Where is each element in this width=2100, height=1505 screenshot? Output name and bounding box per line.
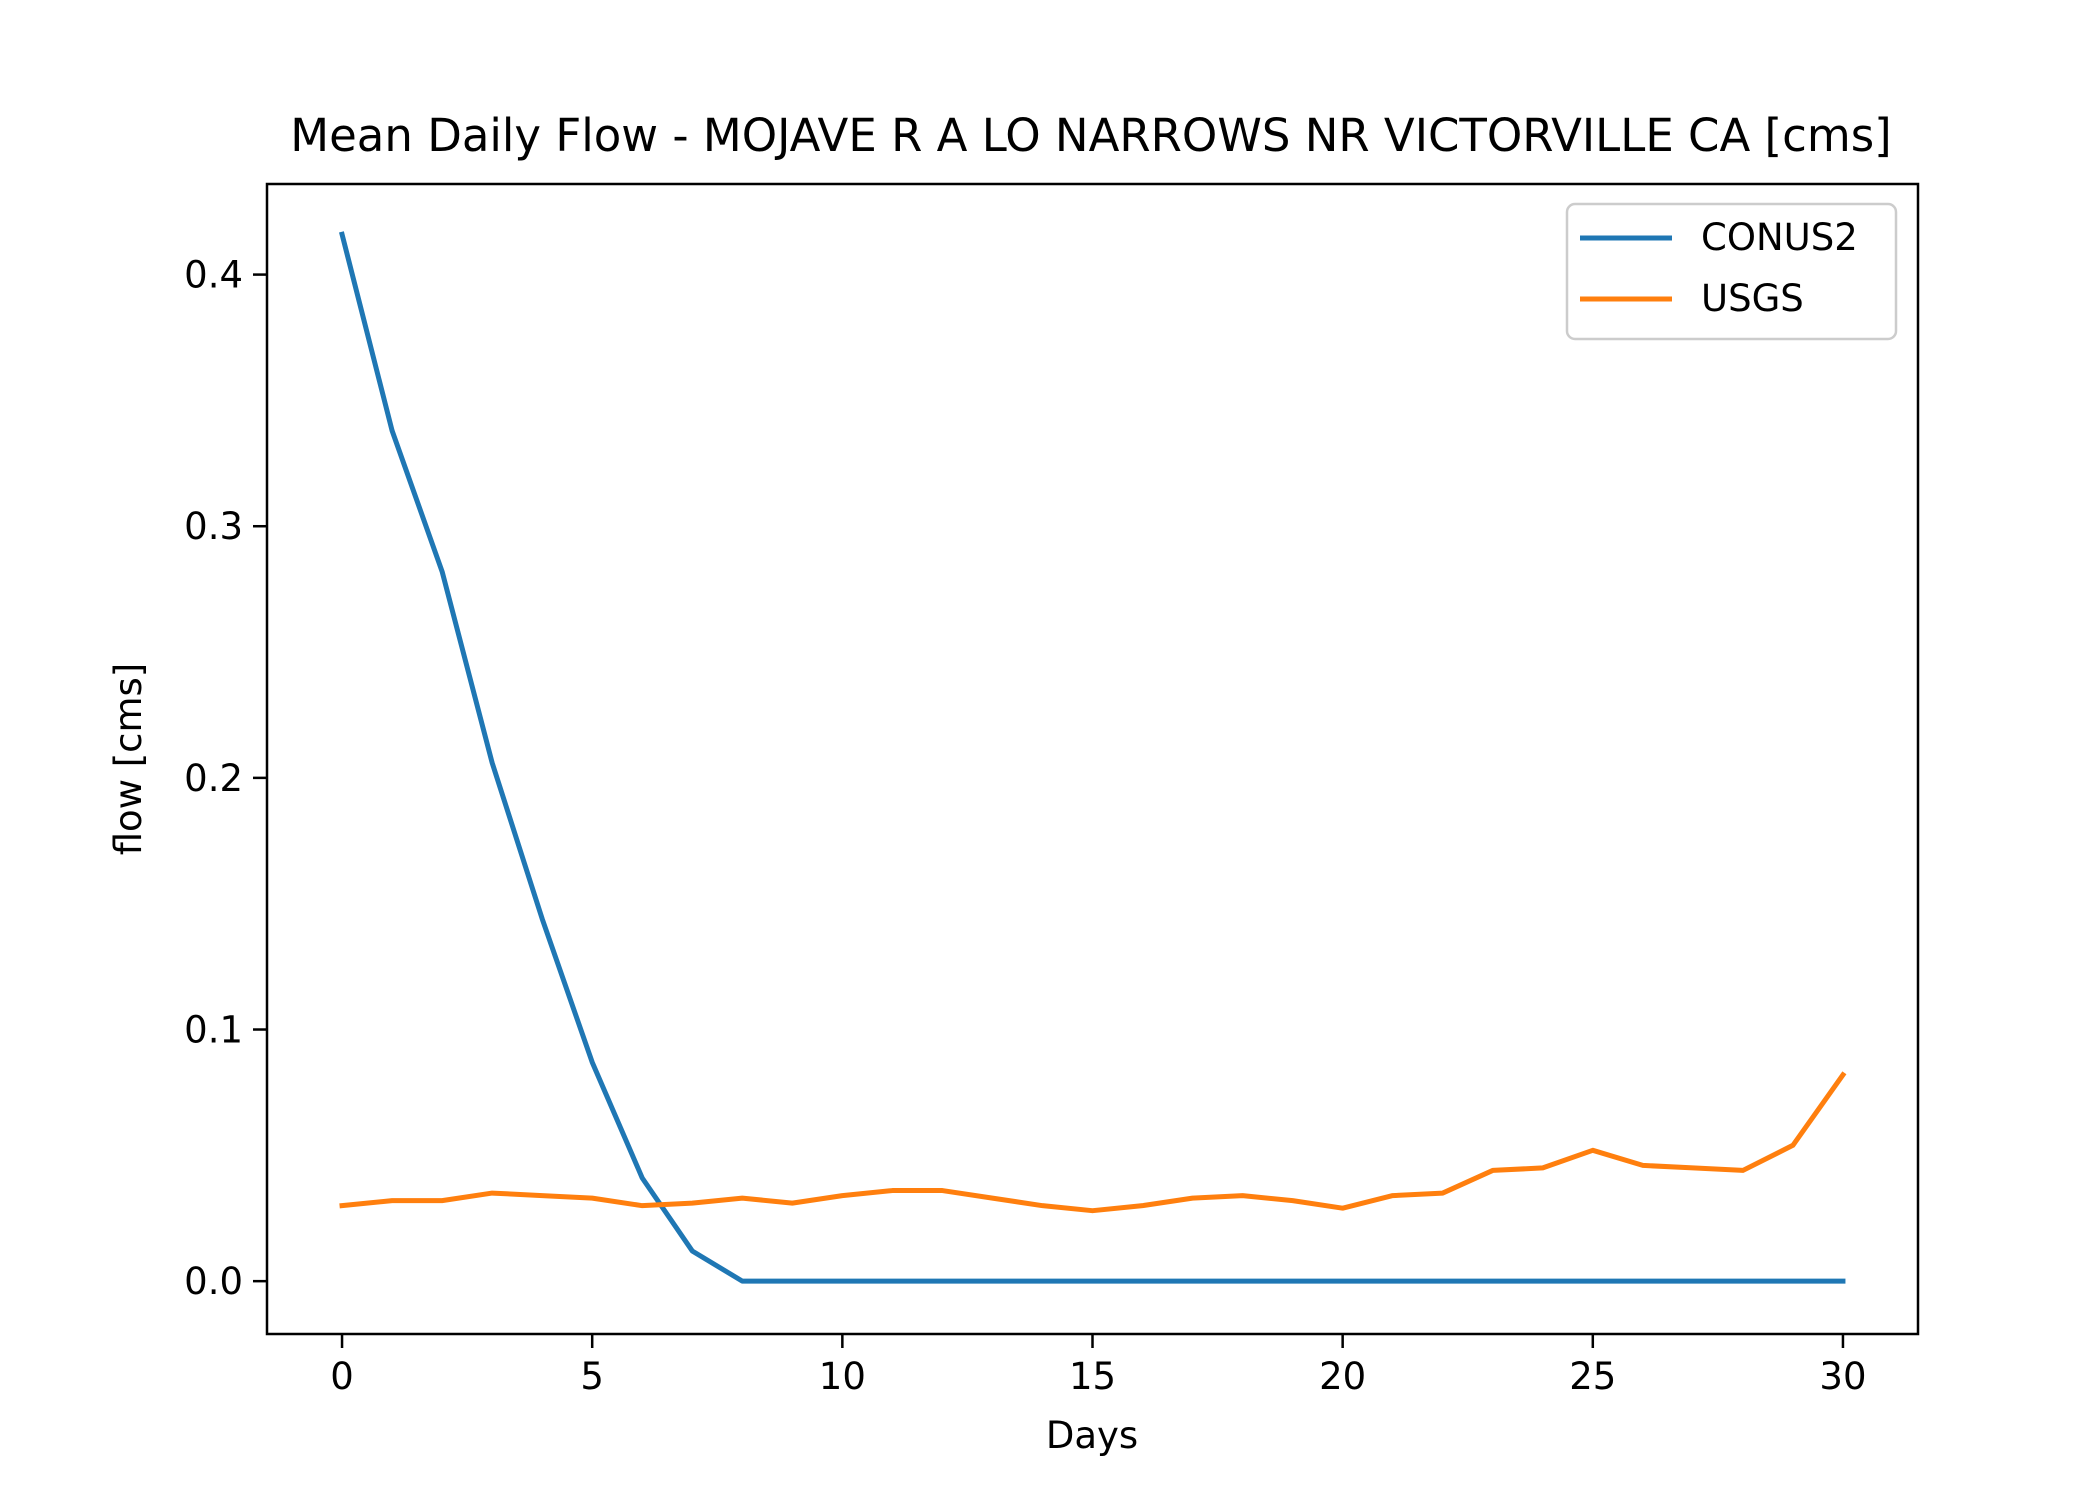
x-tick-label: 0	[330, 1355, 354, 1398]
legend-label-conus2: CONUS2	[1701, 216, 1858, 259]
y-tick-label: 0.0	[184, 1260, 243, 1303]
legend-label-usgs: USGS	[1701, 277, 1804, 320]
x-tick-label: 10	[819, 1355, 866, 1398]
x-tick-label: 15	[1069, 1355, 1116, 1398]
y-tick-label: 0.2	[184, 757, 243, 800]
y-tick-label: 0.1	[184, 1009, 243, 1052]
chart-title: Mean Daily Flow - MOJAVE R A LO NARROWS …	[290, 109, 1891, 162]
x-tick-label: 5	[580, 1355, 604, 1398]
y-tick-label: 0.3	[184, 505, 243, 548]
x-axis-label: Days	[1046, 1414, 1138, 1457]
y-axis-label: flow [cms]	[107, 663, 150, 856]
y-tick-label: 0.4	[184, 254, 243, 297]
legend: CONUS2 USGS	[1567, 204, 1896, 339]
x-tick-label: 30	[1819, 1355, 1866, 1398]
x-tick-label: 20	[1319, 1355, 1366, 1398]
x-tick-label: 25	[1569, 1355, 1616, 1398]
